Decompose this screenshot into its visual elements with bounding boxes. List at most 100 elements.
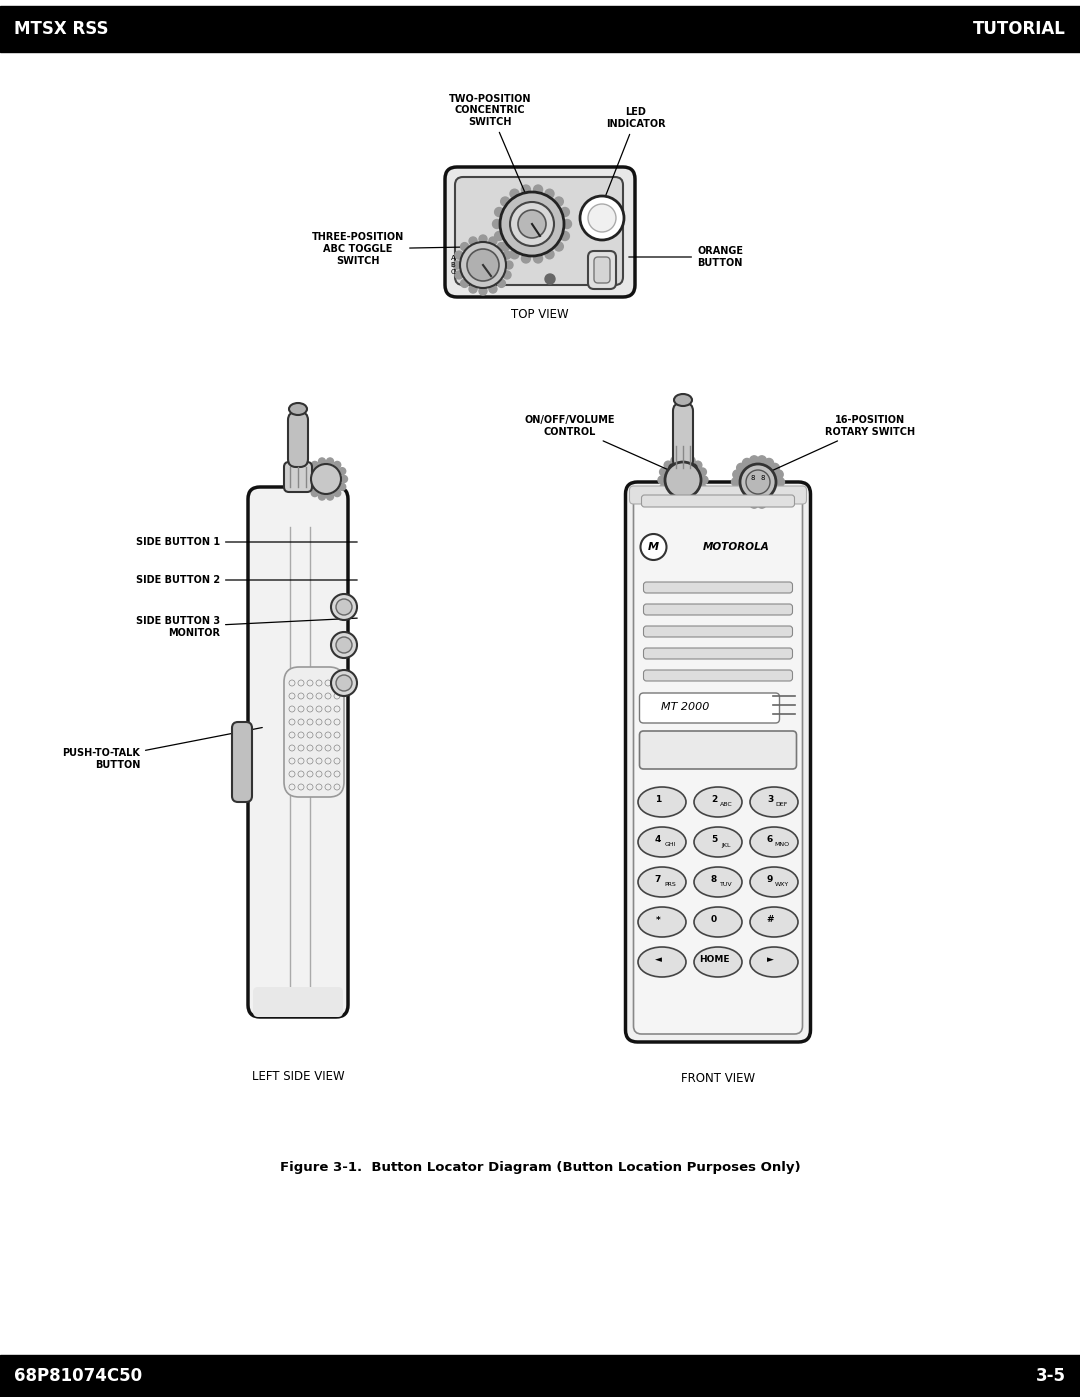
Ellipse shape — [638, 907, 686, 937]
Ellipse shape — [455, 271, 463, 279]
Text: C: C — [450, 270, 456, 275]
FancyBboxPatch shape — [455, 177, 623, 285]
Ellipse shape — [469, 237, 477, 244]
Circle shape — [305, 475, 311, 482]
Text: 68P81074C50: 68P81074C50 — [14, 1368, 143, 1384]
Text: M: M — [648, 542, 659, 552]
Text: 7: 7 — [654, 876, 661, 884]
Circle shape — [660, 483, 667, 492]
Circle shape — [518, 210, 546, 237]
FancyBboxPatch shape — [634, 490, 802, 1034]
Ellipse shape — [460, 243, 469, 250]
Ellipse shape — [522, 184, 530, 194]
Circle shape — [671, 496, 679, 503]
Circle shape — [699, 468, 706, 476]
Circle shape — [339, 483, 346, 490]
Text: 1: 1 — [654, 795, 661, 805]
Ellipse shape — [460, 279, 469, 288]
Circle shape — [775, 478, 784, 486]
Circle shape — [765, 496, 773, 506]
FancyBboxPatch shape — [630, 486, 807, 504]
Ellipse shape — [750, 947, 798, 977]
FancyBboxPatch shape — [253, 988, 343, 1017]
FancyBboxPatch shape — [284, 462, 312, 492]
Text: GHI: GHI — [664, 842, 676, 848]
Ellipse shape — [534, 254, 542, 263]
Circle shape — [336, 675, 352, 692]
FancyBboxPatch shape — [284, 666, 345, 798]
Text: ON/OFF/VOLUME
CONTROL: ON/OFF/VOLUME CONTROL — [525, 415, 677, 474]
Text: MOTOROLA: MOTOROLA — [703, 542, 769, 552]
Circle shape — [665, 462, 701, 497]
Circle shape — [750, 499, 758, 509]
Circle shape — [733, 469, 742, 479]
Text: WXY: WXY — [774, 883, 789, 887]
Circle shape — [693, 461, 702, 469]
FancyBboxPatch shape — [644, 671, 793, 680]
Circle shape — [737, 492, 745, 500]
Bar — [0, 6, 1080, 52]
Circle shape — [679, 455, 687, 462]
Ellipse shape — [694, 787, 742, 817]
Ellipse shape — [638, 787, 686, 817]
Ellipse shape — [498, 243, 505, 250]
Text: #: # — [766, 915, 773, 925]
Circle shape — [765, 458, 773, 468]
Circle shape — [757, 455, 767, 465]
Circle shape — [737, 464, 745, 472]
Text: *: * — [656, 915, 660, 925]
Text: 16-POSITION
ROTARY SWITCH: 16-POSITION ROTARY SWITCH — [760, 415, 915, 476]
Circle shape — [580, 196, 624, 240]
Text: 4: 4 — [654, 835, 661, 845]
Text: 0: 0 — [711, 915, 717, 925]
Text: THREE-POSITION
ABC TOGGLE
SWITCH: THREE-POSITION ABC TOGGLE SWITCH — [312, 232, 464, 265]
Text: 2: 2 — [711, 795, 717, 805]
Ellipse shape — [694, 947, 742, 977]
Circle shape — [319, 458, 325, 465]
Ellipse shape — [750, 787, 798, 817]
Circle shape — [330, 631, 357, 658]
Circle shape — [671, 457, 679, 465]
Text: TUV: TUV — [719, 883, 732, 887]
FancyBboxPatch shape — [673, 402, 693, 468]
Circle shape — [770, 464, 780, 472]
Circle shape — [746, 469, 770, 495]
Circle shape — [664, 490, 672, 499]
Ellipse shape — [510, 189, 519, 198]
Circle shape — [588, 204, 616, 232]
Ellipse shape — [561, 232, 569, 240]
Circle shape — [740, 464, 777, 500]
Ellipse shape — [289, 402, 307, 415]
Ellipse shape — [694, 907, 742, 937]
Circle shape — [770, 492, 780, 500]
Text: ►: ► — [767, 956, 773, 964]
Ellipse shape — [561, 208, 569, 217]
Ellipse shape — [503, 251, 511, 258]
Ellipse shape — [495, 208, 503, 217]
Circle shape — [687, 496, 696, 503]
FancyBboxPatch shape — [669, 464, 697, 492]
Text: ORANGE
BUTTON: ORANGE BUTTON — [629, 246, 743, 268]
Circle shape — [693, 490, 702, 499]
Text: 8: 8 — [751, 475, 755, 481]
Circle shape — [687, 457, 696, 465]
Circle shape — [307, 468, 313, 475]
Ellipse shape — [480, 286, 487, 295]
Circle shape — [340, 475, 348, 482]
Text: JKL: JKL — [721, 842, 731, 848]
Circle shape — [750, 455, 758, 465]
Ellipse shape — [501, 242, 510, 251]
Circle shape — [467, 249, 499, 281]
Text: LED
INDICATOR: LED INDICATOR — [603, 108, 665, 203]
Circle shape — [774, 485, 783, 495]
Text: 5: 5 — [711, 835, 717, 845]
FancyBboxPatch shape — [644, 583, 793, 592]
FancyBboxPatch shape — [644, 648, 793, 659]
Circle shape — [336, 599, 352, 615]
Bar — [0, 1355, 1080, 1397]
Text: 3-5: 3-5 — [1036, 1368, 1066, 1384]
Ellipse shape — [750, 827, 798, 856]
Ellipse shape — [638, 827, 686, 856]
Ellipse shape — [563, 219, 571, 229]
Ellipse shape — [522, 254, 530, 263]
